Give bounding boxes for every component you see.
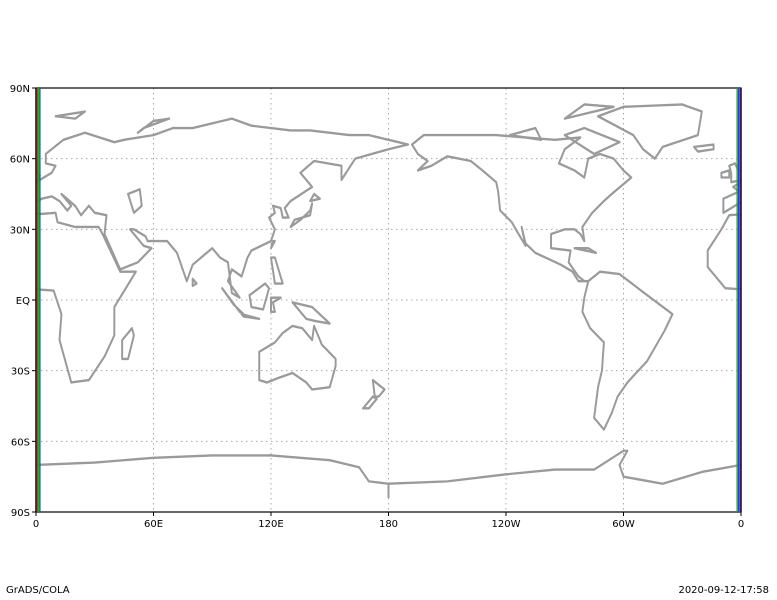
y-tick-label: 60N [10, 155, 30, 166]
x-tick-label: 120W [492, 519, 521, 530]
y-tick-label: EQ [16, 296, 30, 307]
x-tick-label: 60W [612, 519, 635, 530]
x-tick-label: 60E [144, 519, 163, 530]
x-axis: 0 60E 120E 180 120W 60W 0 [33, 512, 744, 530]
y-tick-label: 90N [10, 84, 30, 95]
y-tick-label: 30N [10, 225, 30, 236]
x-tick-label: 0 [738, 519, 744, 530]
x-tick-label: 180 [379, 519, 398, 530]
y-tick-label: 30S [11, 367, 30, 378]
x-tick-label: 120E [258, 519, 283, 530]
y-tick-label: 90S [11, 508, 30, 519]
y-axis: 90N 60N 30N EQ 30S 60S 90S [10, 84, 36, 519]
x-tick-label: 0 [33, 519, 39, 530]
grid-lines [36, 88, 741, 512]
left-edge-lines [35, 88, 41, 512]
footer-timestamp: 2020-09-12-17:58 [678, 585, 769, 596]
right-edge-lines [736, 88, 742, 512]
y-tick-label: 60S [11, 437, 30, 448]
footer-left-label: GrADS/COLA [6, 585, 70, 596]
